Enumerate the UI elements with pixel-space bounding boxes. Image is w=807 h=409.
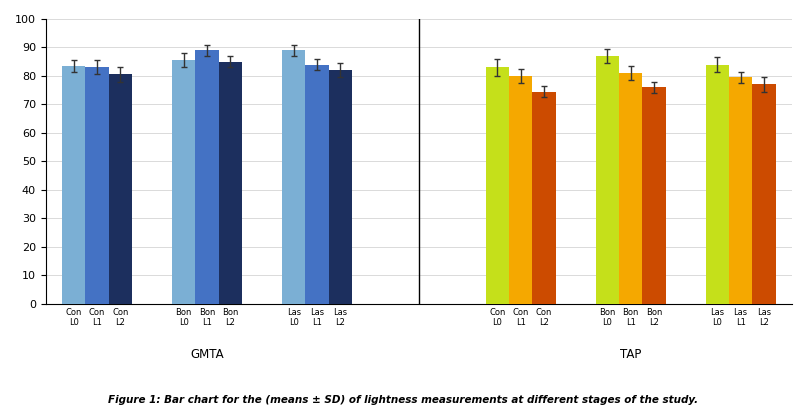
Bar [509, 76, 533, 303]
Bar [596, 56, 619, 303]
Bar [282, 50, 306, 303]
Bar [86, 67, 109, 303]
Bar [705, 65, 729, 303]
Bar [752, 84, 776, 303]
Bar [642, 87, 666, 303]
Bar [62, 66, 86, 303]
Bar [219, 62, 242, 303]
Bar [195, 50, 219, 303]
Bar [109, 74, 132, 303]
Bar [729, 77, 752, 303]
Text: TAP: TAP [620, 348, 642, 361]
Bar [619, 73, 642, 303]
Bar [486, 67, 509, 303]
Bar [306, 65, 328, 303]
Bar [328, 70, 352, 303]
Text: GMTA: GMTA [190, 348, 224, 361]
Bar [172, 60, 195, 303]
Bar [533, 92, 555, 303]
Text: Figure 1: Bar chart for the (means ± SD) of lightness measurements at different : Figure 1: Bar chart for the (means ± SD)… [108, 395, 699, 405]
